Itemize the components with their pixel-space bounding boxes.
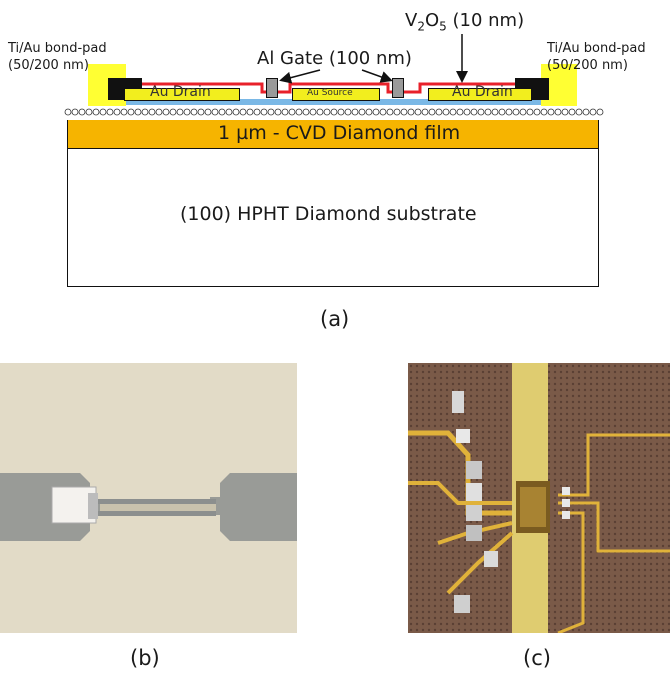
right-bond-pad-label-line2: (50/200 nm)	[547, 58, 628, 73]
cvd-film-layer	[67, 118, 599, 149]
oxide-label-o: O	[424, 10, 440, 31]
substrate-layer	[67, 148, 599, 287]
left-drain	[124, 88, 240, 101]
source-label: Au Source	[307, 88, 353, 98]
left-bond-pad-label-line1: Ti/Au bond-pad	[8, 41, 107, 56]
left-bond-pad-label: Ti/Au bond-pad (50/200 nm)	[8, 40, 107, 74]
left-drain-label: Au Drain	[150, 84, 211, 100]
channel-layer	[120, 99, 550, 105]
cross-section-diagram: (100) HPHT Diamond substrate 1 µm - CVD …	[0, 0, 670, 331]
right-gate	[392, 78, 404, 98]
oxide-label-sub2: 5	[439, 19, 447, 34]
right-drain	[428, 88, 532, 101]
caption-a: (a)	[320, 307, 350, 331]
caption-b: (b)	[130, 646, 160, 670]
oxide-label-v: V	[405, 10, 418, 31]
oxide-label-sub1: 2	[417, 19, 425, 34]
v2o5-layer	[118, 82, 522, 100]
device-micrograph	[0, 363, 297, 633]
surface-texture	[64, 104, 604, 120]
source	[292, 88, 380, 101]
pcb-drawing	[408, 363, 670, 633]
cvd-film-label: 1 µm - CVD Diamond film	[218, 122, 461, 144]
micrograph-drawing	[0, 363, 297, 633]
left-bond-pad-label-line2: (50/200 nm)	[8, 58, 89, 73]
right-bond-pad-label: Ti/Au bond-pad (50/200 nm)	[547, 40, 646, 74]
substrate-label: (100) HPHT Diamond substrate	[180, 203, 477, 225]
gate-label: Al Gate (100 nm)	[257, 48, 412, 69]
oxide-label-thickness: (10 nm)	[446, 10, 525, 31]
oxide-label: V2O5 (10 nm)	[405, 10, 524, 34]
right-bond-pad-label-line1: Ti/Au bond-pad	[547, 41, 646, 56]
pcb-photo	[408, 363, 670, 633]
left-gate	[266, 78, 278, 98]
caption-c: (c)	[523, 646, 551, 670]
annotation-arrows	[279, 34, 468, 84]
right-drain-label: Au Drain	[452, 84, 513, 100]
